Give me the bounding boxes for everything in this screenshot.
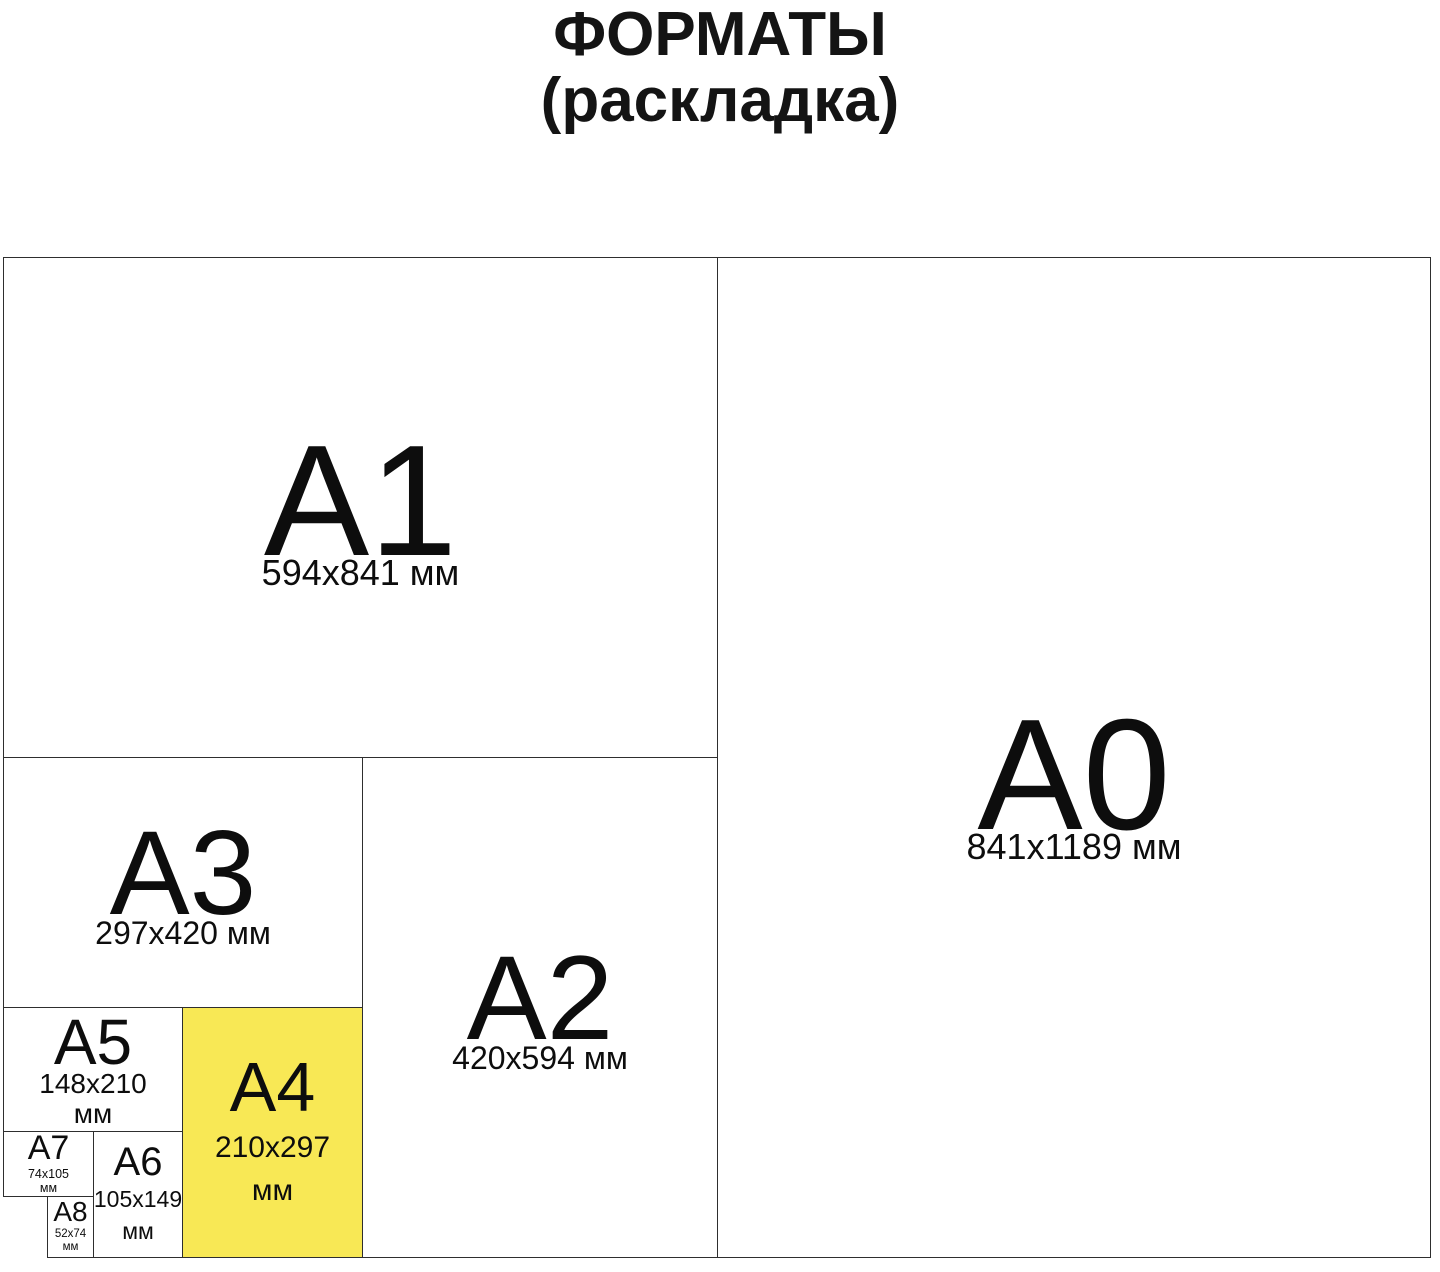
paper-a2-label: A2 (466, 931, 614, 1066)
page-title-line-2: (раскладка) (540, 66, 900, 136)
paper-a2-content: A2 420x594 мм (452, 938, 628, 1077)
paper-a5-size-line-2: мм (73, 1098, 113, 1129)
paper-a5: A5 148x210 мм (3, 1007, 183, 1132)
paper-a4-size-line-2: мм (251, 1174, 294, 1207)
paper-a4-label: A4 (229, 1048, 316, 1127)
paper-a8-size-line-1: 52x74 (54, 1228, 87, 1241)
paper-a1: A1 594x841 мм (3, 257, 718, 758)
paper-a6-content: A6 105x149 мм (94, 1142, 182, 1247)
paper-a6-size-line-2: мм (122, 1218, 154, 1244)
paper-a5-label: A5 (53, 1005, 133, 1078)
paper-a4: A4 210x297 мм (182, 1007, 363, 1258)
paper-a0-label: A0 (977, 686, 1171, 863)
paper-a7-size: 74x105 мм (28, 1167, 70, 1196)
paper-a4-size-line-1: 210x297 (214, 1131, 331, 1165)
paper-a3-size: 297x420 мм (95, 915, 271, 952)
paper-a3-label: A3 (109, 806, 257, 941)
paper-a7-size-line-1: 74x105 (27, 1166, 69, 1181)
paper-a6-size: 105x149 мм (94, 1183, 182, 1247)
paper-a0: A0 841x1189 мм (717, 257, 1431, 1258)
paper-a0-content: A0 841x1189 мм (967, 648, 1182, 867)
paper-a6-label: A6 (113, 1139, 163, 1184)
paper-a7-content: A7 74x105 мм (27, 1129, 70, 1196)
paper-a1-size: 594x841 мм (261, 551, 460, 593)
paper-a4-size: 210x297 мм (215, 1127, 330, 1212)
paper-a3-content: A3 297x420 мм (95, 813, 271, 952)
paper-a5-size: 148x210 мм (39, 1067, 147, 1129)
paper-a0-size: 841x1189 мм (966, 825, 1182, 867)
paper-a7-size-line-2: мм (39, 1181, 58, 1196)
paper-a6: A6 105x149 мм (93, 1131, 183, 1258)
paper-a1-content: A1 594x841 мм (262, 422, 460, 593)
paper-a2: A2 420x594 мм (362, 757, 718, 1258)
paper-a8-content: A8 52x74 мм (53, 1196, 88, 1254)
paper-a2-size: 420x594 мм (452, 1040, 628, 1077)
paper-a8-size-line-2: мм (62, 1241, 79, 1254)
paper-a4-content: A4 210x297 мм (215, 1052, 330, 1212)
page-title-line-1: ФОРМАТЫ (553, 0, 887, 69)
paper-a7: A7 74x105 мм (3, 1131, 94, 1197)
paper-a8: A8 52x74 мм (47, 1196, 94, 1258)
paper-a1-label: A1 (263, 412, 458, 589)
paper-a8-size: 52x74 мм (53, 1228, 87, 1254)
paper-a8-label: A8 (53, 1196, 88, 1228)
paper-a5-content: A5 148x210 мм (39, 1010, 146, 1129)
paper-a6-size-line-1: 105x149 (93, 1185, 183, 1212)
paper-a5-size-line-1: 148x210 (39, 1067, 147, 1099)
page-title: ФОРМАТЫ (раскладка) (0, 0, 1440, 136)
paper-a3: A3 297x420 мм (3, 757, 363, 1008)
paper-a7-label: A7 (27, 1129, 70, 1168)
